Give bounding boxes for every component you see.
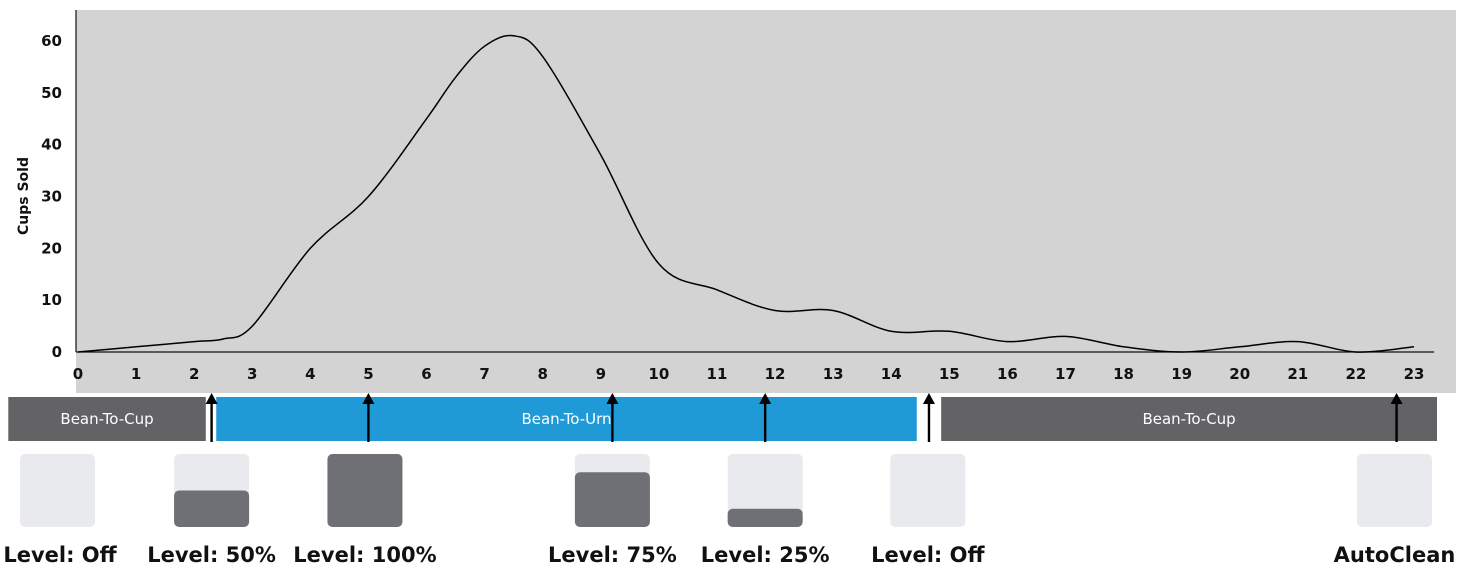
- arrow-head-icon: [606, 393, 619, 404]
- level-fill: [327, 454, 403, 527]
- x-tick-label: 3: [247, 365, 257, 383]
- level-fill: [727, 508, 803, 527]
- x-tick-label: 8: [537, 365, 547, 383]
- x-tick-label: 2: [189, 365, 199, 383]
- x-tick-label: 16: [997, 365, 1018, 383]
- level-label: Level: Off: [871, 543, 985, 567]
- y-tick-label: 20: [41, 239, 62, 257]
- series-line: [77, 34, 1415, 353]
- x-tick-label: 13: [823, 365, 844, 383]
- x-tick-label: 9: [596, 365, 606, 383]
- y-tick-label: 50: [41, 84, 62, 102]
- axes: 0 1 2 3 4 5 6 7 8 9 10 11 12 13 14 15 16 17 18 19 20 21 22 2301…: [41, 10, 1434, 383]
- level-label: Level: Off: [3, 543, 117, 567]
- arrow-head-icon: [362, 393, 375, 404]
- x-tick-label: 21: [1287, 365, 1308, 383]
- level-box: [890, 454, 966, 527]
- level-label: AutoClean: [1334, 543, 1456, 567]
- level-label: Level: 50%: [147, 543, 276, 567]
- level-fill: [174, 490, 250, 527]
- plot-background: [76, 10, 1456, 393]
- x-tick-label: 1: [131, 365, 141, 383]
- y-tick-label: 60: [41, 32, 62, 50]
- x-tick-label: 10: [648, 365, 669, 383]
- y-tick-label: 40: [41, 136, 62, 154]
- mode-band: [941, 397, 1437, 441]
- series-layer: [77, 34, 1415, 353]
- x-tick-label: 5: [363, 365, 373, 383]
- level-fill: [574, 472, 650, 527]
- x-tick-label: 12: [765, 365, 786, 383]
- mode-band-label: Bean-To-Urn: [521, 410, 611, 428]
- level-label: Level: 25%: [701, 543, 830, 567]
- mode-band-label: Bean-To-Cup: [60, 410, 153, 428]
- arrow-head-icon: [1390, 393, 1403, 404]
- mode-band-label: Bean-To-Cup: [1142, 410, 1235, 428]
- level-box: [1357, 454, 1432, 527]
- y-tick-label: 10: [41, 291, 62, 309]
- x-tick-label: 17: [1055, 365, 1076, 383]
- level-label: Level: 100%: [293, 543, 436, 567]
- level-box: [20, 454, 95, 527]
- x-tick-label: 23: [1404, 365, 1425, 383]
- y-tick-label: 30: [41, 188, 62, 206]
- x-tick-label: 11: [707, 365, 728, 383]
- x-tick-label: 18: [1113, 365, 1134, 383]
- x-tick-label: 6: [421, 365, 431, 383]
- x-tick-label: 19: [1171, 365, 1192, 383]
- level-label: Level: 75%: [548, 543, 677, 567]
- mode-bands: Bean-To-Cup Bean-To-Urn Bean-To-Cup: [8, 397, 1437, 441]
- arrow-head-icon: [205, 393, 218, 404]
- mode-band: [8, 397, 206, 441]
- x-tick-label: 15: [939, 365, 960, 383]
- x-tick-label: 0: [73, 365, 83, 383]
- y-tick-label: 0: [52, 343, 62, 361]
- x-tick-label: 20: [1229, 365, 1250, 383]
- x-tick-label: 22: [1345, 365, 1366, 383]
- arrow-head-icon: [922, 393, 935, 404]
- x-tick-label: 7: [479, 365, 489, 383]
- mode-band: [216, 397, 917, 441]
- x-tick-label: 4: [305, 365, 315, 383]
- level-markers: Level: Off Level: 50% Level: 100% Level: 75…: [3, 393, 1455, 567]
- x-tick-label: 14: [881, 365, 902, 383]
- arrow-head-icon: [759, 393, 772, 404]
- y-axis-title: Cups Sold: [16, 157, 32, 235]
